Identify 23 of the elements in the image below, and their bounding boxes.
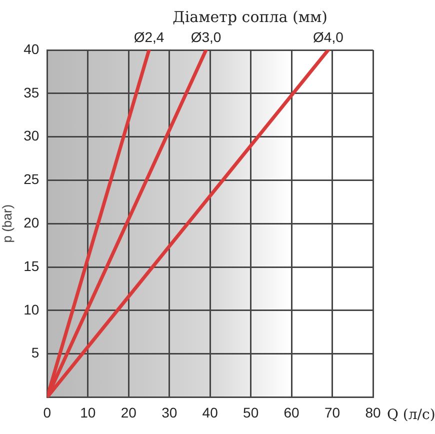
x-tick-label: 70	[324, 404, 340, 420]
x-tick-label: 50	[243, 404, 259, 420]
y-tick-label: 25	[24, 171, 40, 188]
y-tick-label: 30	[24, 128, 40, 144]
y-tick-label: 35	[24, 84, 40, 100]
x-axis-title: Q (л/с)	[387, 406, 435, 423]
x-tick-label: 40	[202, 404, 218, 420]
x-tick-label: 30	[162, 404, 178, 420]
series-label: Ø3,0	[190, 28, 222, 45]
y-tick-label: 5	[31, 344, 40, 361]
x-tick-label: 10	[80, 404, 96, 420]
y-tick-label: 15	[24, 258, 40, 274]
x-tick-label: 20	[120, 404, 137, 420]
y-axis-title: p (bar)	[0, 204, 14, 243]
x-tick-label: 0	[43, 404, 52, 420]
series-label: Ø2,4	[134, 28, 164, 45]
y-tick-label: 10	[24, 301, 40, 318]
y-tick-label: 20	[24, 214, 40, 230]
x-tick-label: 80	[365, 404, 381, 420]
series-label: Ø4,0	[313, 28, 344, 45]
chart-title: Діаметр сопла (мм)	[172, 8, 328, 26]
y-tick-label: 40	[24, 40, 40, 57]
x-tick-label: 60	[284, 404, 300, 420]
